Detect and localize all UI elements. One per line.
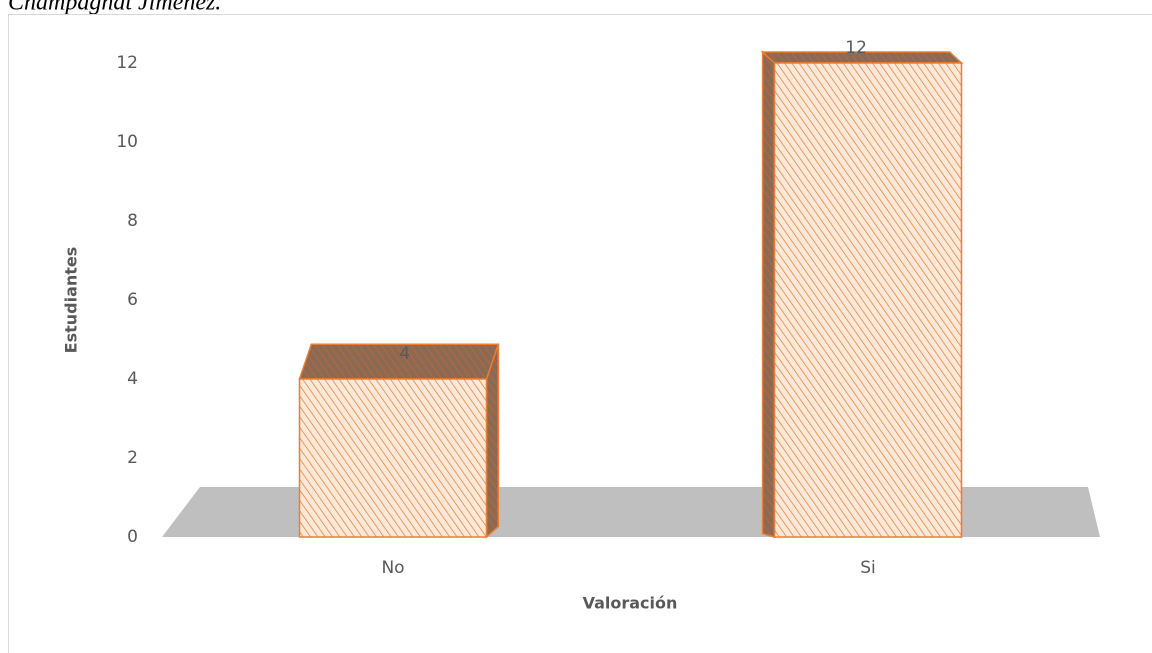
x-tick-label: Si [860,558,876,578]
x-axis-title: Valoración [583,594,678,613]
y-tick-label: 0 [127,527,138,547]
y-tick-label: 4 [127,369,138,389]
bar [298,343,500,539]
y-tick-label: 2 [127,448,138,468]
bar-front [773,62,963,538]
chart-frame [8,14,1152,653]
y-tick-label: 8 [127,211,138,231]
x-tick-label: No [381,558,404,578]
y-tick-label: 6 [127,290,138,310]
y-axis-title: Estudiantes [62,247,81,354]
y-tick-label: 12 [116,53,138,73]
caption: Champagnat Jiménez. [8,0,221,16]
y-tick-label: 10 [116,132,138,152]
value-label: 4 [399,344,410,364]
value-label: 12 [845,38,867,58]
bar-front [298,378,488,538]
bar-side [761,50,776,538]
bar [760,50,964,538]
